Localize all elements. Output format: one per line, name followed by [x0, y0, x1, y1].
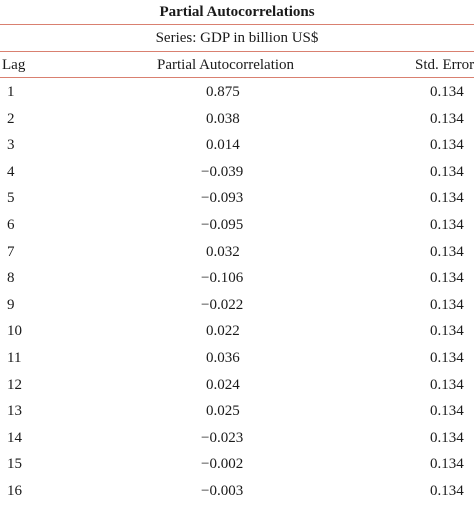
header-rule	[0, 77, 474, 78]
std-error-cell: 0.134	[430, 137, 464, 154]
partial-autocorrelation-cell: −0.022	[201, 296, 244, 313]
std-error-cell: 0.134	[430, 243, 464, 260]
table-row: 14 −0.023 0.134	[0, 425, 474, 452]
table-row: 11 0.036 0.134	[0, 345, 474, 372]
table-row: 8 −0.106 0.134	[0, 265, 474, 292]
partial-autocorrelation-cell: −0.106	[201, 270, 244, 287]
table-row: 4 −0.039 0.134	[0, 159, 474, 186]
table-row: 15 −0.002 0.134	[0, 451, 474, 478]
table-row: 3 0.014 0.134	[0, 132, 474, 159]
std-error-cell: 0.134	[430, 296, 464, 313]
lag-cell: 1	[7, 84, 15, 100]
lag-cell: 2	[7, 110, 15, 127]
header-std-error: Std. Error	[415, 57, 474, 73]
partial-autocorrelation-cell: 0.014	[206, 137, 240, 154]
table-title: Partial Autocorrelations	[159, 4, 315, 20]
table-row: 9 −0.022 0.134	[0, 292, 474, 319]
partial-autocorrelation-cell: 0.022	[206, 323, 240, 340]
table-row: 10 0.022 0.134	[0, 318, 474, 345]
header-partial-autocorrelation: Partial Autocorrelation	[157, 57, 295, 73]
table-row: 16 −0.003 0.134	[0, 478, 474, 505]
std-error-cell: 0.134	[430, 163, 464, 180]
lag-cell: 11	[7, 349, 22, 366]
lag-cell: 3	[7, 137, 15, 154]
partial-autocorrelation-cell: 0.036	[206, 349, 240, 366]
table-header: Lag Partial Autocorrelation Std. Error	[0, 53, 474, 77]
series-rule	[0, 51, 474, 52]
lag-cell: 16	[7, 482, 22, 499]
std-error-cell: 0.134	[430, 429, 464, 446]
table-row: 13 0.025 0.134	[0, 398, 474, 425]
partial-autocorrelation-cell: 0.025	[206, 403, 240, 420]
std-error-cell: 0.134	[430, 110, 464, 127]
std-error-cell: 0.134	[430, 270, 464, 287]
table-row: 2 0.038 0.134	[0, 106, 474, 133]
std-error-cell: 0.134	[430, 190, 464, 207]
header-lag: Lag	[2, 57, 26, 73]
table-row: 6 −0.095 0.134	[0, 212, 474, 239]
partial-autocorrelation-cell: 0.024	[206, 376, 240, 393]
std-error-cell: 0.134	[430, 84, 464, 100]
lag-cell: 14	[7, 429, 22, 446]
std-error-cell: 0.134	[430, 349, 464, 366]
series-label: Series: GDP in billion US$	[155, 30, 319, 46]
table-body: 1 0.875 0.134 2 0.038 0.134 3 0.014 0.134 4 −0.039…	[0, 79, 474, 505]
partial-autocorrelation-cell: −0.002	[201, 456, 244, 473]
lag-cell: 7	[7, 243, 15, 260]
std-error-cell: 0.134	[430, 482, 464, 499]
lag-cell: 10	[7, 323, 22, 340]
table-row: 1 0.875 0.134	[0, 79, 474, 106]
partial-autocorrelation-cell: −0.003	[201, 482, 244, 499]
partial-autocorrelation-cell: −0.095	[201, 216, 244, 233]
std-error-cell: 0.134	[430, 376, 464, 393]
std-error-cell: 0.134	[430, 403, 464, 420]
partial-autocorrelation-cell: −0.039	[201, 163, 244, 180]
std-error-cell: 0.134	[430, 216, 464, 233]
lag-cell: 12	[7, 376, 22, 393]
table-row: 7 0.032 0.134	[0, 239, 474, 266]
lag-cell: 9	[7, 296, 15, 313]
partial-autocorrelation-cell: 0.032	[206, 243, 240, 260]
partial-autocorrelation-cell: −0.093	[201, 190, 244, 207]
std-error-cell: 0.134	[430, 456, 464, 473]
lag-cell: 5	[7, 190, 15, 207]
table-row: 12 0.024 0.134	[0, 372, 474, 399]
table-row: 5 −0.093 0.134	[0, 185, 474, 212]
lag-cell: 8	[7, 270, 15, 287]
partial-autocorrelation-cell: 0.038	[206, 110, 240, 127]
std-error-cell: 0.134	[430, 323, 464, 340]
partial-autocorrelation-cell: 0.875	[206, 84, 240, 100]
title-rule	[0, 24, 474, 25]
lag-cell: 13	[7, 403, 22, 420]
lag-cell: 6	[7, 216, 15, 233]
partial-autocorrelation-cell: −0.023	[201, 429, 244, 446]
lag-cell: 4	[7, 163, 15, 180]
lag-cell: 15	[7, 456, 22, 473]
